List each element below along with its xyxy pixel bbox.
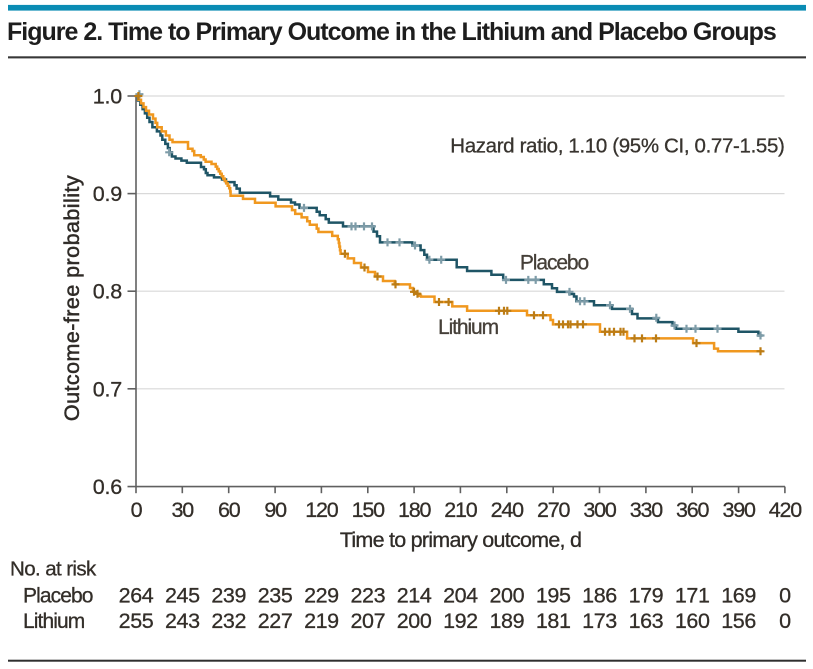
svg-text:0: 0 [131, 498, 143, 522]
svg-text:390: 390 [722, 498, 756, 522]
svg-text:Lithium: Lithium [438, 316, 499, 339]
svg-text:200: 200 [397, 609, 432, 633]
svg-text:204: 204 [443, 584, 478, 608]
svg-text:245: 245 [165, 584, 200, 608]
svg-text:Placebo: Placebo [23, 585, 93, 608]
svg-text:156: 156 [721, 609, 756, 633]
svg-text:0.6: 0.6 [93, 475, 123, 499]
svg-text:219: 219 [304, 609, 339, 633]
svg-text:163: 163 [629, 609, 664, 633]
svg-text:192: 192 [443, 609, 478, 633]
svg-text:0.9: 0.9 [93, 182, 122, 206]
svg-text:420: 420 [769, 498, 803, 522]
svg-text:300: 300 [583, 498, 617, 522]
svg-text:No. at risk: No. at risk [10, 558, 97, 581]
svg-text:210: 210 [444, 498, 478, 522]
svg-text:240: 240 [491, 498, 525, 522]
svg-text:223: 223 [350, 584, 385, 608]
svg-text:232: 232 [211, 609, 246, 633]
svg-text:229: 229 [304, 584, 339, 608]
svg-text:360: 360 [676, 498, 710, 522]
svg-text:0.8: 0.8 [93, 280, 123, 304]
svg-text:Outcome-free probability: Outcome-free probability [60, 175, 84, 421]
svg-text:214: 214 [397, 584, 432, 608]
svg-text:Placebo: Placebo [520, 252, 589, 275]
svg-text:Lithium: Lithium [23, 610, 85, 633]
svg-text:173: 173 [582, 609, 617, 633]
svg-text:90: 90 [264, 498, 287, 522]
svg-text:181: 181 [536, 609, 571, 633]
svg-text:120: 120 [305, 498, 339, 522]
svg-text:160: 160 [675, 609, 710, 633]
svg-text:0: 0 [779, 584, 791, 608]
svg-text:264: 264 [119, 584, 154, 608]
svg-text:Figure 2. Time to Primary Outc: Figure 2. Time to Primary Outcome in the… [7, 18, 776, 46]
svg-text:30: 30 [172, 498, 195, 522]
svg-text:Hazard ratio, 1.10 (95% CI, 0.: Hazard ratio, 1.10 (95% CI, 0.77-1.55) [450, 135, 784, 158]
svg-text:169: 169 [721, 584, 756, 608]
svg-text:Time to primary outcome, d: Time to primary outcome, d [340, 528, 581, 552]
svg-text:180: 180 [398, 498, 432, 522]
svg-text:243: 243 [165, 609, 200, 633]
svg-text:186: 186 [582, 584, 617, 608]
svg-text:1.0: 1.0 [93, 85, 123, 109]
svg-text:195: 195 [536, 584, 571, 608]
svg-text:227: 227 [258, 609, 293, 633]
svg-text:60: 60 [218, 498, 241, 522]
svg-text:0: 0 [779, 609, 791, 633]
svg-text:235: 235 [258, 584, 293, 608]
svg-text:255: 255 [119, 609, 154, 633]
svg-text:270: 270 [537, 498, 571, 522]
svg-text:179: 179 [629, 584, 664, 608]
svg-text:207: 207 [350, 609, 385, 633]
svg-text:0.7: 0.7 [93, 377, 122, 401]
svg-text:239: 239 [211, 584, 246, 608]
svg-text:189: 189 [489, 609, 524, 633]
svg-text:171: 171 [675, 584, 710, 608]
svg-text:330: 330 [630, 498, 664, 522]
svg-text:150: 150 [352, 498, 386, 522]
svg-text:200: 200 [489, 584, 524, 608]
